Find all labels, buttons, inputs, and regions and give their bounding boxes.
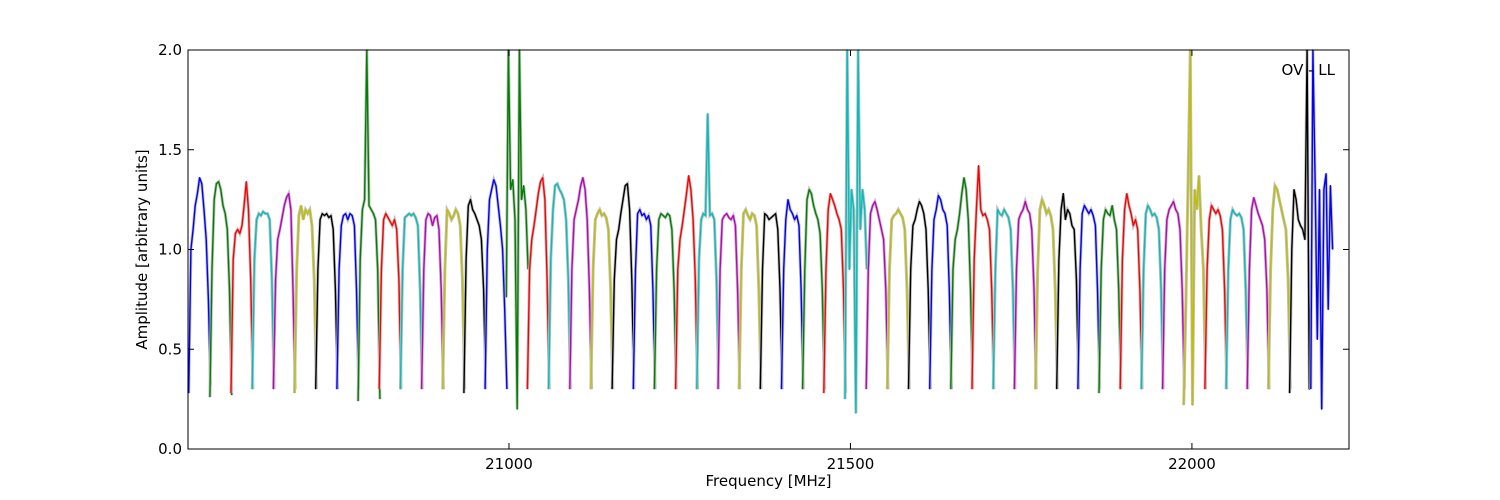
- series-line-1: [209, 180, 233, 398]
- series-line-47: [1183, 49, 1207, 406]
- series-line-20: [611, 182, 635, 390]
- y-tick-label-0: 0.0: [158, 440, 182, 458]
- series-line-35: [929, 194, 953, 390]
- series-line-38: [992, 208, 1016, 390]
- series-line-16: [526, 176, 550, 390]
- y-axis-label: Amplitude [arbitrary units]: [133, 149, 151, 349]
- series-line-2: [230, 180, 254, 394]
- x-tick-label-1: 21500: [827, 455, 875, 473]
- series-line-13: [463, 198, 487, 394]
- series-layer: [187, 49, 1335, 414]
- series-line-10: [399, 212, 423, 390]
- series-line-44: [1119, 192, 1143, 390]
- series-line-9: [378, 212, 402, 390]
- series-shadow-36: [949, 177, 975, 390]
- series-line-33: [886, 208, 910, 390]
- y-tick-label-4: 2.0: [158, 41, 182, 59]
- series-line-0: [188, 176, 212, 394]
- series-line-29: [801, 188, 826, 390]
- annotation-label: OV - LL: [1282, 61, 1336, 79]
- series-shadow-34: [907, 197, 932, 390]
- series-line-17: [547, 182, 572, 390]
- series-line-8: [357, 49, 381, 402]
- series-line-48: [1204, 204, 1228, 390]
- series-line-22: [653, 212, 677, 390]
- series-line-26: [738, 208, 762, 390]
- series-shadow-35: [928, 191, 953, 390]
- series-line-42: [1077, 204, 1101, 390]
- series-line-18: [569, 176, 593, 390]
- y-tick-label-3: 1.5: [158, 141, 182, 159]
- x-tick-label-2: 22000: [1168, 455, 1216, 473]
- series-shadow-20: [610, 180, 636, 390]
- series-line-11: [420, 212, 445, 390]
- series-line-27: [759, 212, 783, 390]
- series-line-19: [590, 208, 614, 390]
- y-tick-label-2: 1.0: [158, 241, 182, 259]
- series-line-24: [696, 113, 720, 390]
- series-line-21: [632, 208, 656, 390]
- series-line-49: [1225, 208, 1249, 390]
- series-line-15: [505, 49, 529, 410]
- series-line-39: [1013, 200, 1037, 390]
- series-line-3: [251, 210, 275, 390]
- series-line-36: [950, 176, 974, 390]
- x-tick-label-0: 21000: [485, 455, 533, 473]
- plot-frame: [187, 49, 1350, 450]
- series-shadow-16: [525, 172, 551, 390]
- series-line-40: [1034, 198, 1059, 390]
- series-line-14: [484, 178, 508, 390]
- series-line-28: [780, 198, 804, 390]
- series-line-41: [1056, 192, 1080, 390]
- series-line-23: [674, 174, 699, 390]
- series-shadow-23: [674, 175, 699, 390]
- series-line-52: [1288, 49, 1313, 394]
- series-line-37: [971, 164, 995, 390]
- series-line-31: [844, 49, 868, 414]
- series-line-34: [907, 200, 932, 390]
- series-line-7: [336, 212, 360, 390]
- series-shadow-51: [1266, 180, 1292, 390]
- series-line-51: [1267, 184, 1291, 390]
- series-shadow-2: [229, 181, 255, 394]
- series-line-12: [442, 208, 466, 390]
- series-line-32: [865, 200, 889, 390]
- series-line-5: [293, 204, 318, 394]
- series-line-25: [717, 212, 741, 390]
- series-shadow-18: [568, 177, 594, 390]
- series-line-45: [1140, 204, 1164, 390]
- x-axis-label: Frequency [MHz]: [705, 472, 831, 490]
- series-line-30: [823, 192, 847, 394]
- series-line-50: [1246, 196, 1270, 390]
- y-tick-label-1: 0.5: [158, 340, 182, 358]
- series-line-43: [1098, 204, 1122, 394]
- series-line-46: [1161, 200, 1186, 390]
- series-shadow-17: [547, 181, 572, 390]
- series-line-53: [1310, 49, 1334, 410]
- series-line-6: [315, 212, 339, 390]
- ticks-layer: 21000 21500 22000 0.0 0.5 1.0 1.5 2.0: [158, 41, 1349, 473]
- series-line-4: [272, 192, 296, 390]
